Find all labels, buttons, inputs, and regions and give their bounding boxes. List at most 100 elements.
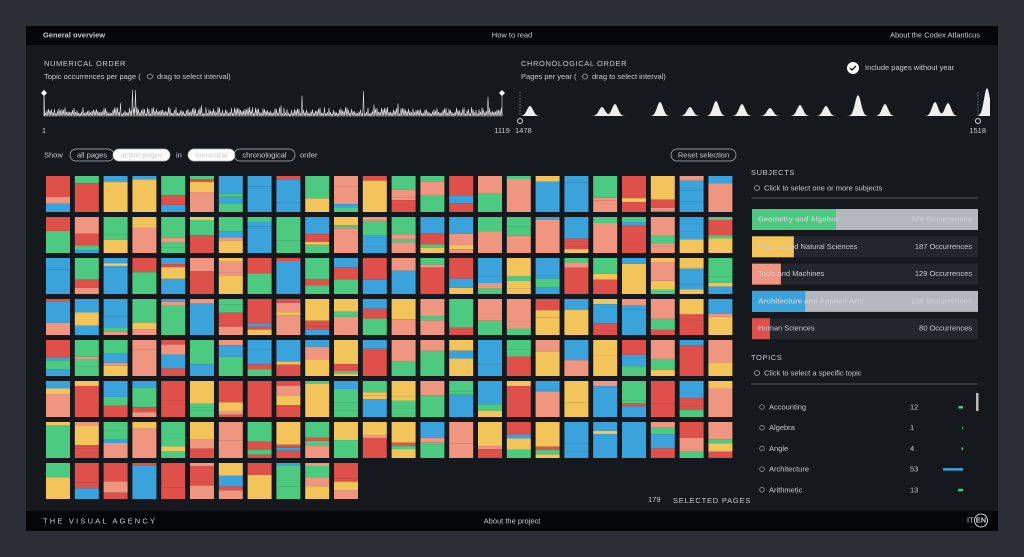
page-thumbnail-segment[interactable] (593, 220, 618, 223)
page-thumbnail-segment[interactable] (218, 463, 243, 476)
page-thumbnail-segment[interactable] (564, 340, 589, 361)
page-thumbnail-segment[interactable] (708, 286, 733, 294)
page-thumbnail-segment[interactable] (247, 323, 272, 327)
page-thumbnail-segment[interactable] (362, 395, 387, 400)
page-thumbnail-segment[interactable] (535, 381, 560, 392)
page-thumbnail-segment[interactable] (622, 357, 646, 367)
page-thumbnail-segment[interactable] (46, 269, 70, 294)
page-thumbnail-segment[interactable] (218, 237, 243, 241)
page-thumbnail-segment[interactable] (74, 176, 99, 184)
page-thumbnail-segment[interactable] (190, 340, 214, 365)
page-thumbnail-segment[interactable] (449, 299, 474, 319)
page-thumbnail-segment[interactable] (334, 463, 358, 479)
page-thumbnail-segment[interactable] (506, 366, 531, 376)
page-thumbnail-segment[interactable] (305, 340, 330, 347)
page-thumbnail-segment[interactable] (276, 176, 301, 180)
page-thumbnail-segment[interactable] (74, 233, 99, 246)
page-thumbnail-segment[interactable] (305, 217, 330, 235)
page-thumbnail-segment[interactable] (391, 340, 416, 362)
page-thumbnail-segment[interactable] (478, 217, 502, 232)
page-thumbnail-segment[interactable] (622, 381, 646, 401)
page-thumbnail-segment[interactable] (650, 318, 675, 330)
page-thumbnail-segment[interactable] (564, 249, 589, 253)
page-thumbnail-segment[interactable] (74, 386, 99, 417)
page-thumbnail-segment[interactable] (103, 258, 128, 264)
page-thumbnail-segment[interactable] (420, 258, 445, 265)
subject-name[interactable]: Geometry and Algebra (758, 214, 839, 223)
page-thumbnail-segment[interactable] (74, 340, 99, 357)
page-thumbnail-segment[interactable] (247, 258, 272, 274)
page-thumbnail-segment[interactable] (276, 444, 301, 448)
page-thumbnail-segment[interactable] (218, 258, 243, 261)
page-thumbnail-segment[interactable] (46, 196, 70, 204)
page-thumbnail-segment[interactable] (593, 279, 618, 294)
page-thumbnail-segment[interactable] (593, 203, 618, 212)
page-thumbnail-segment[interactable] (679, 180, 704, 191)
page-thumbnail-segment[interactable] (46, 369, 70, 376)
page-thumbnail-segment[interactable] (391, 258, 416, 271)
page-thumbnail-segment[interactable] (190, 463, 214, 467)
page-thumbnail-segment[interactable] (247, 273, 272, 279)
page-thumbnail-segment[interactable] (622, 258, 646, 264)
toggle-label[interactable]: chronological (242, 150, 287, 159)
page-thumbnail-segment[interactable] (74, 381, 99, 387)
page-thumbnail-segment[interactable] (593, 381, 618, 387)
page-thumbnail-segment[interactable] (190, 303, 214, 335)
topic-name[interactable]: Accounting (769, 402, 806, 411)
page-thumbnail-segment[interactable] (535, 217, 560, 220)
page-thumbnail-segment[interactable] (420, 267, 445, 294)
page-thumbnail-segment[interactable] (161, 176, 186, 196)
page-thumbnail-segment[interactable] (276, 463, 301, 466)
page-thumbnail-segment[interactable] (247, 474, 272, 499)
page-thumbnail-segment[interactable] (334, 340, 358, 365)
page-thumbnail-segment[interactable] (190, 258, 214, 272)
page-thumbnail-segment[interactable] (593, 422, 618, 431)
page-thumbnail-segment[interactable] (362, 340, 387, 349)
page-thumbnail-segment[interactable] (449, 318, 474, 328)
toggle-label[interactable]: Reset selection (678, 150, 729, 159)
page-thumbnail-segment[interactable] (622, 309, 646, 335)
page-thumbnail-segment[interactable] (679, 299, 704, 315)
page-thumbnail-segment[interactable] (74, 325, 99, 335)
page-thumbnail-segment[interactable] (362, 176, 387, 181)
page-thumbnail-segment[interactable] (420, 181, 445, 195)
page-thumbnail-segment[interactable] (622, 403, 646, 407)
page-thumbnail-segment[interactable] (161, 340, 186, 345)
page-thumbnail-segment[interactable] (679, 398, 704, 407)
page-thumbnail-segment[interactable] (679, 320, 704, 335)
page-thumbnail-segment[interactable] (103, 263, 128, 267)
page-thumbnail-segment[interactable] (506, 449, 531, 458)
scrollbar[interactable] (976, 393, 979, 411)
page-thumbnail-segment[interactable] (593, 200, 618, 204)
page-thumbnail-segment[interactable] (622, 222, 646, 226)
page-thumbnail-segment[interactable] (650, 199, 675, 208)
page-thumbnail-segment[interactable] (334, 299, 358, 312)
page-thumbnail-segment[interactable] (276, 395, 301, 406)
page-thumbnail-segment[interactable] (46, 477, 70, 499)
page-thumbnail-segment[interactable] (564, 258, 589, 263)
page-thumbnail-segment[interactable] (103, 316, 128, 328)
page-thumbnail-segment[interactable] (334, 370, 358, 375)
page-thumbnail-segment[interactable] (276, 302, 301, 313)
page-thumbnail-segment[interactable] (650, 207, 675, 211)
page-thumbnail-segment[interactable] (391, 319, 416, 335)
page-thumbnail-segment[interactable] (247, 454, 272, 458)
page-thumbnail-segment[interactable] (564, 182, 589, 212)
page-thumbnail-segment[interactable] (190, 364, 214, 376)
page-thumbnail-segment[interactable] (305, 234, 330, 242)
page-thumbnail-segment[interactable] (161, 299, 186, 302)
page-thumbnail-segment[interactable] (564, 299, 589, 310)
page-thumbnail-segment[interactable] (334, 204, 358, 208)
page-thumbnail-segment[interactable] (420, 422, 445, 438)
page-thumbnail-segment[interactable] (334, 481, 358, 491)
page-thumbnail-segment[interactable] (391, 197, 416, 201)
page-thumbnail-segment[interactable] (449, 340, 474, 351)
page-thumbnail-segment[interactable] (74, 359, 99, 367)
page-thumbnail-segment[interactable] (276, 447, 301, 451)
page-thumbnail-segment[interactable] (334, 402, 358, 411)
page-thumbnail-segment[interactable] (593, 386, 618, 417)
page-thumbnail-segment[interactable] (478, 176, 502, 194)
subject-row[interactable] (752, 236, 978, 258)
page-thumbnail-segment[interactable] (420, 217, 445, 234)
page-thumbnail-segment[interactable] (190, 481, 214, 486)
